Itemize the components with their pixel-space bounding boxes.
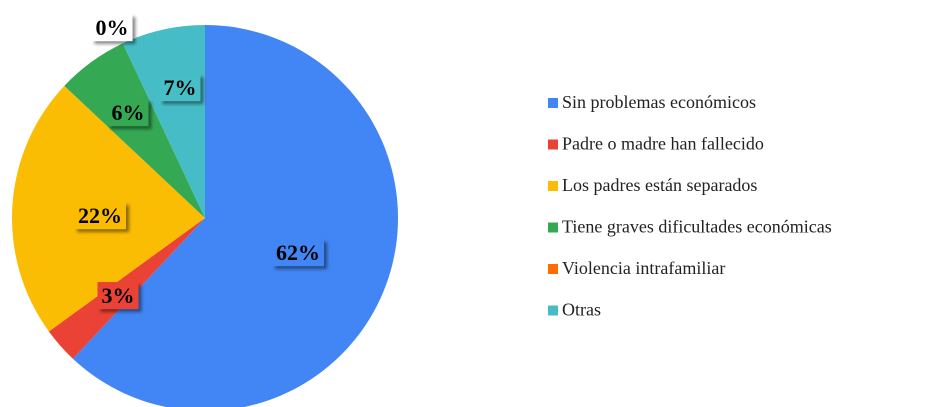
legend-label: Otras — [562, 300, 601, 320]
data-label-box — [97, 282, 139, 310]
data-label-box — [91, 14, 133, 42]
legend-swatch — [548, 98, 558, 108]
legend-label: Tiene graves dificultades económicas — [562, 217, 832, 237]
legend-label: Padre o madre han fallecido — [562, 134, 764, 154]
pie-slice — [64, 43, 205, 218]
data-label: 3% — [102, 283, 135, 308]
data-label: 7% — [164, 75, 197, 100]
data-label: 0% — [96, 15, 129, 40]
data-label-box — [159, 74, 201, 102]
data-label-box — [272, 239, 324, 267]
legend-swatch — [548, 305, 558, 316]
pie-slice — [122, 25, 205, 218]
legend-swatch — [548, 222, 558, 233]
legend-label: Los padres están separados — [562, 175, 757, 195]
data-labels: 62% 3% 22% 6% 0% 7% — [74, 14, 324, 310]
pie-slice — [72, 25, 398, 407]
data-label: 22% — [78, 203, 122, 228]
pie — [11, 25, 398, 407]
legend-label: Violencia intrafamiliar — [562, 258, 725, 278]
data-label-box — [74, 202, 126, 230]
data-label: 6% — [112, 100, 145, 125]
legend-swatch — [548, 181, 558, 191]
legend-swatch — [548, 139, 558, 150]
legend: Sin problemas económicos Padre o madre ha… — [548, 92, 832, 320]
data-label-box — [107, 99, 149, 127]
legend-swatch — [548, 264, 558, 274]
legend-label: Sin problemas económicos — [562, 92, 756, 112]
data-label: 62% — [276, 240, 320, 265]
